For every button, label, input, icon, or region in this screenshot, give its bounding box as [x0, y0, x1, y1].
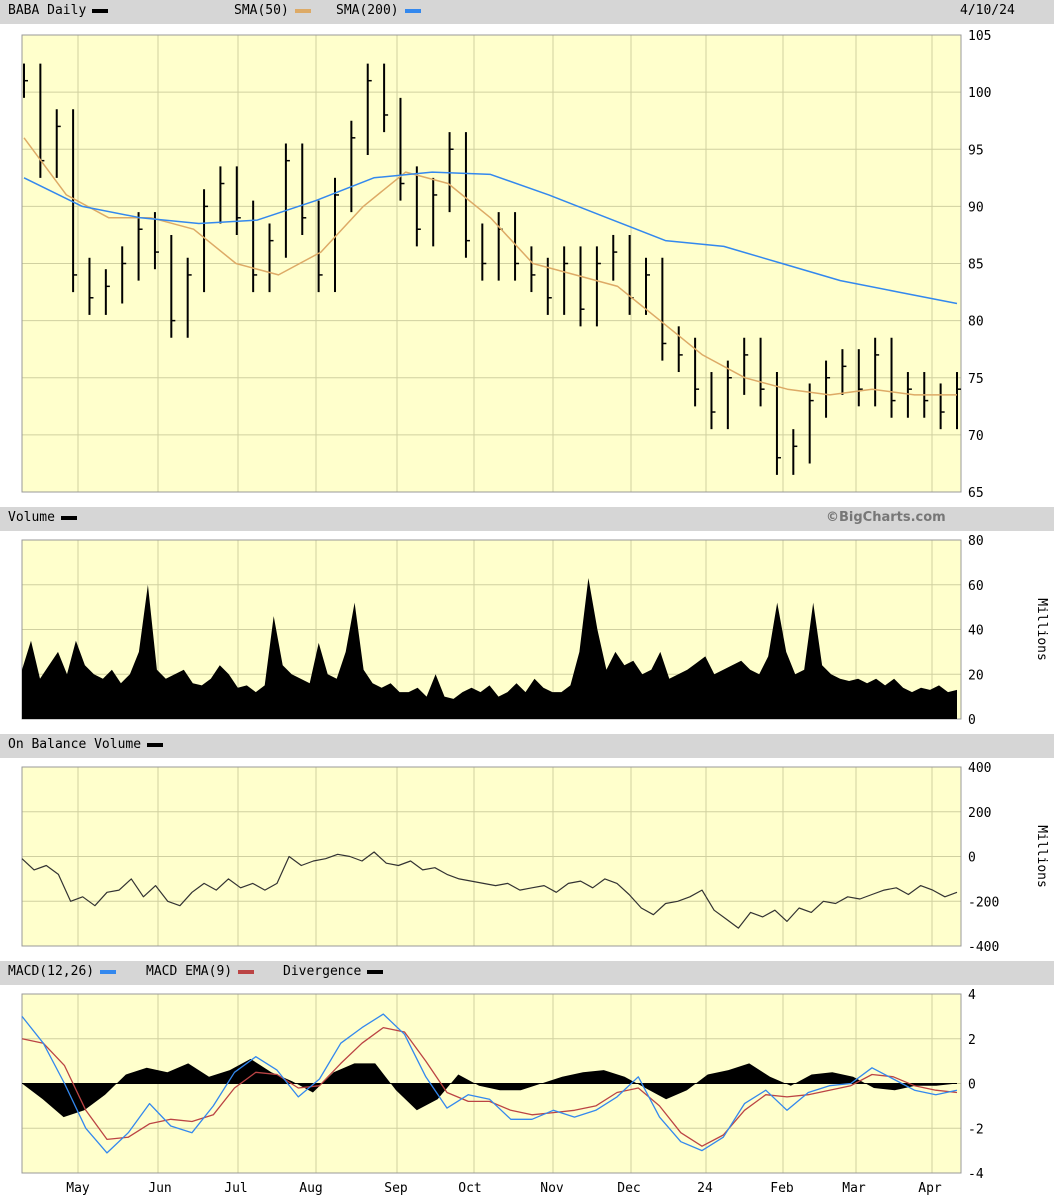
price-ytick-label: 90	[968, 200, 984, 215]
month-label: Jun	[148, 1181, 171, 1196]
obv-panel-header: On Balance Volume	[0, 734, 1054, 758]
macd-panel-header: MACD(12,26) MACD EMA(9) Divergence	[0, 961, 1054, 985]
month-label: Aug	[299, 1181, 322, 1196]
volume-ylabel: Millions	[1034, 598, 1049, 661]
month-label: Nov	[540, 1181, 564, 1196]
obv-ylabel: Millions	[1034, 825, 1049, 888]
price-ytick-label: 70	[968, 429, 984, 444]
sma200-legend: SMA(200)	[336, 3, 421, 18]
ticker-text: BABA Daily	[8, 3, 87, 18]
macd-ytick-label: -2	[968, 1122, 984, 1137]
price-ytick-label: 105	[968, 29, 991, 44]
divergence-swatch	[367, 969, 384, 974]
price-panel-header: BABA Daily SMA(50) SMA(200) 4/10/24	[0, 0, 1054, 24]
obv-swatch	[147, 742, 164, 747]
obv-ytick-label: 200	[968, 806, 991, 821]
volume-label: Volume	[8, 510, 77, 525]
date-label: 4/10/24	[960, 3, 1015, 18]
obv-ytick-label: 400	[968, 761, 991, 776]
obv-label: On Balance Volume	[8, 737, 164, 752]
month-label: Dec	[617, 1181, 640, 1196]
macd-legend: MACD(12,26)	[8, 964, 117, 979]
volume-text: Volume	[8, 510, 55, 525]
month-label: Sep	[384, 1181, 408, 1196]
price-ytick-label: 95	[968, 143, 984, 158]
macd-ytick-label: -4	[968, 1167, 984, 1182]
month-label: Jul	[224, 1181, 247, 1196]
macd-ytick-label: 0	[968, 1078, 976, 1093]
macd-swatch	[100, 969, 117, 974]
volume-area	[22, 578, 957, 719]
macd-ytick-label: 2	[968, 1033, 976, 1048]
obv-ytick-label: -200	[968, 895, 999, 910]
obv-ytick-label: -400	[968, 940, 999, 955]
credit-label: ©BigCharts.com	[826, 510, 946, 525]
obv-line	[21, 851, 958, 929]
price-ytick-label: 85	[968, 258, 984, 273]
macd-text: MACD(12,26)	[8, 964, 95, 979]
price-ytick-label: 100	[968, 86, 991, 101]
sma50-text: SMA(50)	[234, 3, 289, 18]
macd-ema-swatch	[238, 969, 255, 974]
price-plot-frame	[21, 34, 962, 493]
sma50-legend: SMA(50)	[234, 3, 311, 18]
sma200-swatch	[404, 8, 421, 13]
divergence-legend: Divergence	[283, 964, 384, 979]
volume-swatch	[60, 515, 77, 520]
month-label: Feb	[770, 1181, 794, 1196]
volume-ytick-label: 20	[968, 668, 984, 683]
month-label: Oct	[458, 1181, 481, 1196]
ticker-label: BABA Daily	[8, 3, 109, 18]
month-label: 24	[697, 1181, 713, 1196]
obv-text: On Balance Volume	[8, 737, 142, 752]
volume-panel-header: Volume ©BigCharts.com	[0, 507, 1054, 531]
volume-ytick-label: 40	[968, 624, 984, 639]
macd-ema-line	[21, 1026, 958, 1147]
divergence-text: Divergence	[283, 964, 362, 979]
obv-plot-frame	[21, 766, 962, 947]
price-ytick-label: 75	[968, 372, 984, 387]
divergence-area	[22, 1058, 957, 1118]
month-label: Mar	[842, 1181, 866, 1196]
sma50-swatch	[294, 8, 311, 13]
price-ytick-label: 65	[968, 486, 984, 501]
volume-ytick-label: 60	[968, 579, 984, 594]
month-label: Apr	[918, 1181, 942, 1196]
macd-ema-legend: MACD EMA(9)	[146, 964, 255, 979]
volume-ytick-label: 0	[968, 713, 976, 728]
macd-ema-text: MACD EMA(9)	[146, 964, 233, 979]
macd-ytick-label: 4	[968, 988, 976, 1003]
obv-ytick-label: 0	[968, 851, 976, 866]
sma50-line	[23, 137, 957, 396]
sma200-text: SMA(200)	[336, 3, 399, 18]
sma200-line	[23, 171, 958, 305]
month-label: May	[66, 1181, 90, 1196]
macd-line	[21, 1013, 958, 1154]
volume-ytick-label: 80	[968, 534, 984, 549]
ticker-legend-swatch	[92, 8, 109, 13]
price-ytick-label: 80	[968, 315, 984, 330]
